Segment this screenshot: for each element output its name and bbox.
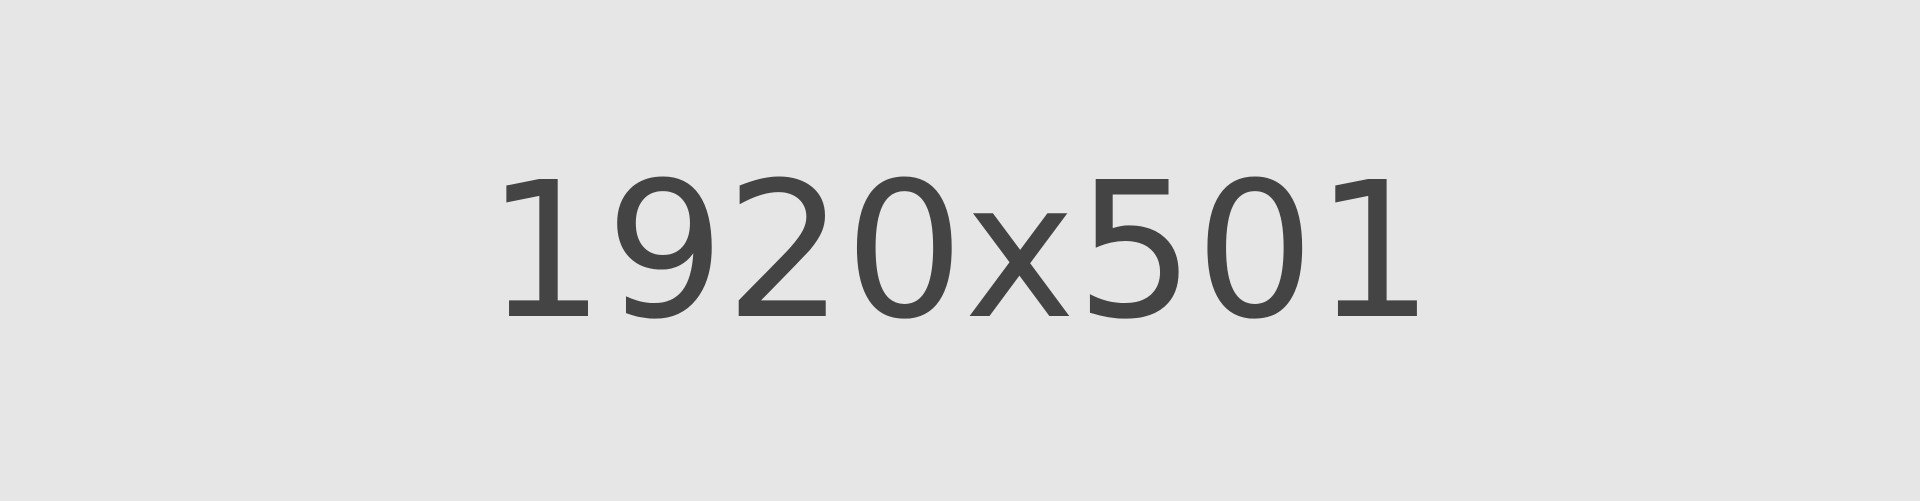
placeholder-image: 1920x501 [485,141,1435,361]
dimension-label: 1920x501 [485,141,1435,361]
